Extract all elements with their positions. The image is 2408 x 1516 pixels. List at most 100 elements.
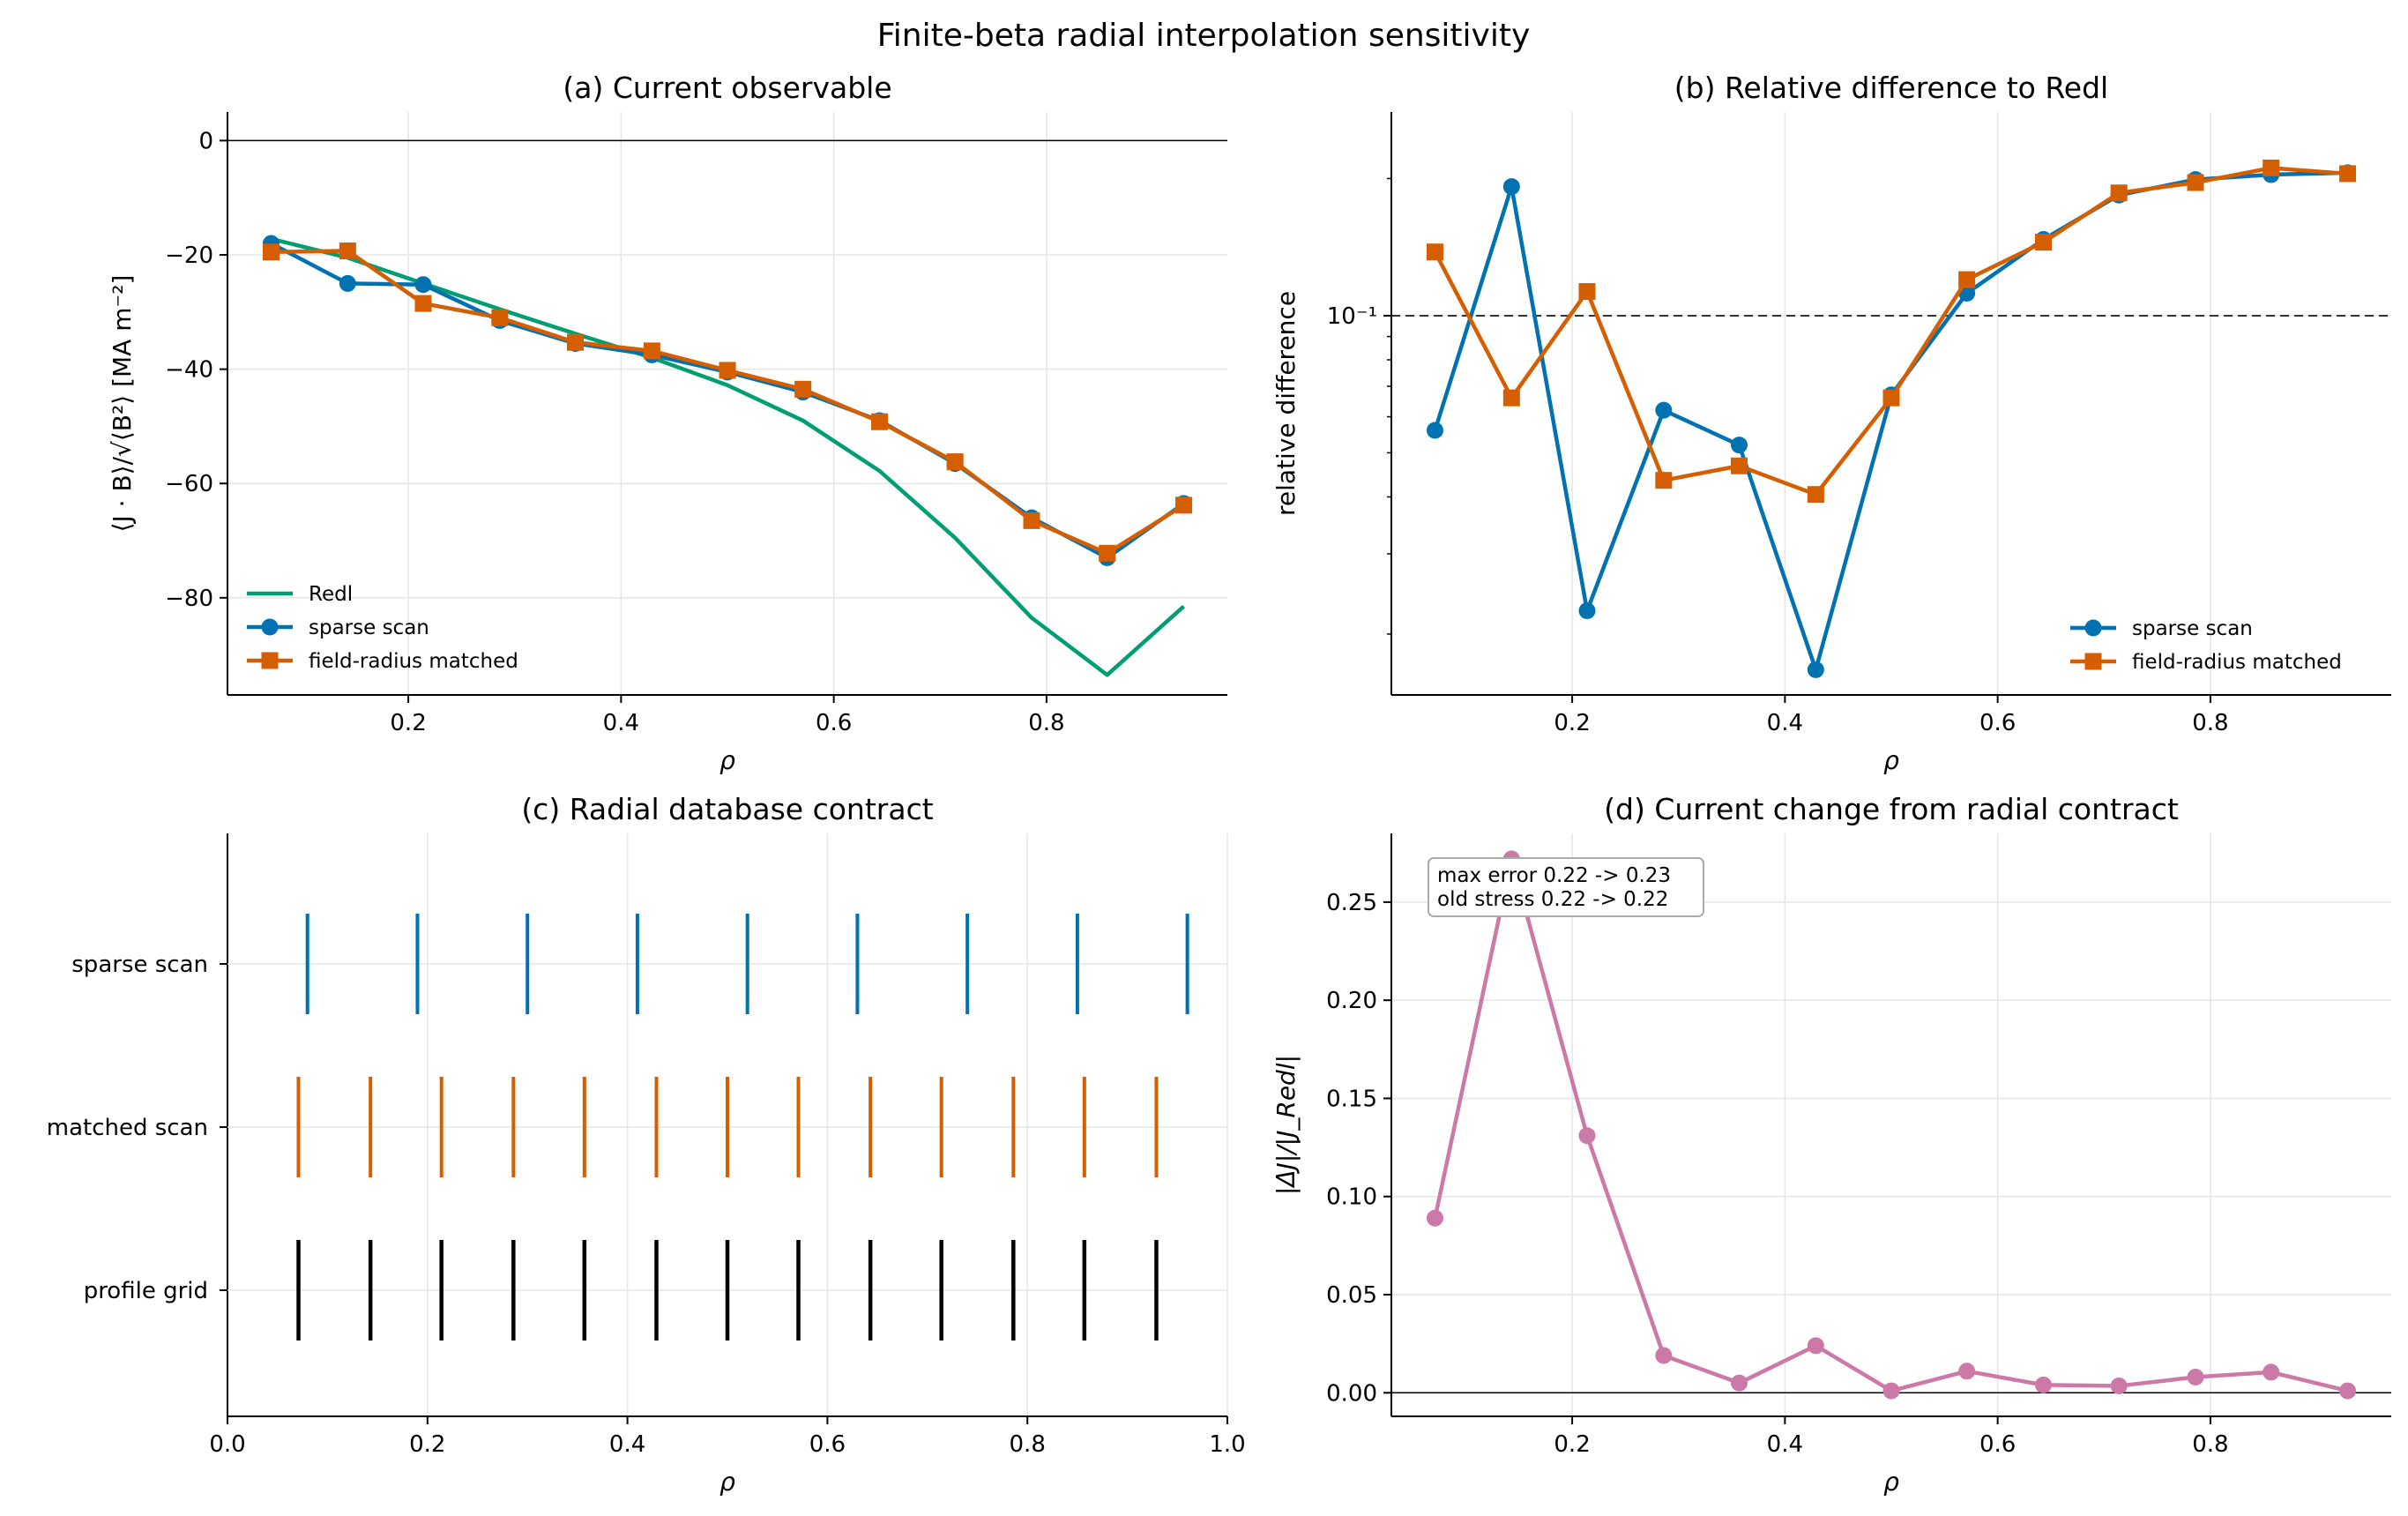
legend-item: field-radius matched [2070,651,2342,674]
x-tick-label: 0.4 [609,1431,645,1458]
series-delta [1426,850,2357,1400]
event-row-sparse-scan: sparse scan [71,914,1189,1014]
data-point [2035,234,2053,251]
x-tick-label: 0.6 [809,1431,846,1458]
panel-title: (b) Relative difference to Redl [1674,71,2108,105]
y-tick-label: 0.20 [1326,988,1377,1014]
data-point [1175,497,1193,514]
data-point [2035,1376,2053,1393]
series-sparse-scan [262,235,1193,566]
y-tick-label: 10⁻¹ [1327,303,1377,330]
y-tick-label: profile grid [84,1278,208,1304]
data-point [414,276,432,294]
annotation-line: max error 0.22 -> 0.23 [1437,864,1671,887]
data-point [1730,1374,1748,1392]
data-point [643,342,660,360]
data-point [414,295,432,312]
data-point [1099,544,1116,562]
x-tick-label: 0.2 [390,710,426,736]
series-field-radius-matched [1426,159,2357,504]
x-tick-label: 0.2 [409,1431,445,1458]
data-point [1023,512,1040,529]
x-tick-label: 0.6 [1979,1431,2016,1458]
y-tick-label: 0.10 [1326,1184,1377,1211]
data-point [794,380,812,398]
data-point [262,243,280,261]
x-tick-label: 0.6 [1979,710,2016,736]
data-point [871,413,889,430]
legend-item: sparse scan [247,616,429,639]
data-point [1426,1209,1443,1227]
y-tick-label: 0 [198,128,213,154]
data-point [1426,422,1443,439]
data-point [1807,486,1824,504]
data-point [1807,1337,1824,1355]
legend-label: field-radius matched [2132,651,2342,674]
x-tick-label: 0.6 [816,710,852,736]
data-point [339,274,356,292]
y-tick-label: −80 [165,586,213,612]
legend-item: sparse scan [2070,617,2253,640]
legend-label: sparse scan [2132,617,2253,640]
data-point [1578,283,1596,301]
data-point [2187,174,2204,191]
data-point [2084,619,2102,637]
data-point [2084,653,2102,670]
x-axis-label: ρ [719,746,735,775]
data-point [1655,401,1673,419]
data-point [566,333,584,351]
legend-label: Redl [309,583,353,606]
data-point [1958,1363,1976,1380]
event-row-profile-grid: profile grid [84,1240,1159,1341]
data-point [1426,243,1443,261]
legend: sparse scan field-radius matched [2070,617,2342,674]
data-point [1882,1382,1900,1400]
data-point [2339,1382,2357,1400]
x-tick-label: 0.2 [1554,710,1590,736]
data-point [1655,472,1673,489]
x-tick-label: 0.8 [1010,1431,1046,1458]
x-axis-label: ρ [1883,746,1899,775]
annotation-frame [1428,857,1704,917]
x-tick-label: 0.0 [209,1431,245,1458]
panel-b-relative-difference: 0.2 0.4 0.6 0.8 ρ (b) Relative difference to … [1271,71,2391,775]
data-point [261,618,279,636]
data-point [1502,389,1520,407]
x-tick-label: 0.8 [2192,710,2228,736]
data-point [1578,1127,1596,1145]
x-tick-label: 0.4 [603,710,639,736]
legend-label: field-radius matched [309,650,518,673]
data-point [946,453,964,471]
panel-title: (d) Current change from radial contract [1604,792,2179,826]
data-point [1730,457,1748,474]
data-point [491,309,509,326]
legend: Redl sparse scan field-radius matched [247,583,518,673]
figure-suptitle: Finite-beta radial interpolation sensiti… [877,18,1531,54]
data-point [2110,1378,2128,1395]
y-axis-label: relative difference [1271,291,1301,516]
x-axis-label: ρ [719,1467,735,1497]
data-point [2263,159,2280,176]
legend-item: field-radius matched [247,650,518,673]
panel-title: (a) Current observable [563,71,891,105]
y-tick-label: 0.15 [1326,1086,1377,1112]
x-tick-label: 0.2 [1554,1431,1590,1458]
x-tick-label: 0.8 [2192,1431,2228,1458]
y-tick-label: matched scan [47,1115,208,1141]
panel-c-radial-database-contract: 0.0 0.2 0.4 0.6 0.8 1.0 ρ (c) Radial database c… [47,792,1246,1497]
x-tick-label: 0.4 [1767,1431,1803,1458]
y-axis-label: ⟨J · B⟩/√⟨B²⟩ [MA m⁻²] [108,275,137,533]
panel-title: (c) Radial database contract [521,792,933,826]
data-point [2263,1363,2280,1381]
data-point [261,652,279,669]
data-point [1730,437,1748,454]
y-tick-label: 0.05 [1326,1282,1377,1309]
y-tick-label: −20 [165,243,213,269]
data-point [2110,184,2128,202]
event-row-matched-scan: matched scan [47,1077,1159,1177]
data-point [2339,165,2357,183]
data-point [1807,661,1824,678]
data-point [1958,271,1976,288]
